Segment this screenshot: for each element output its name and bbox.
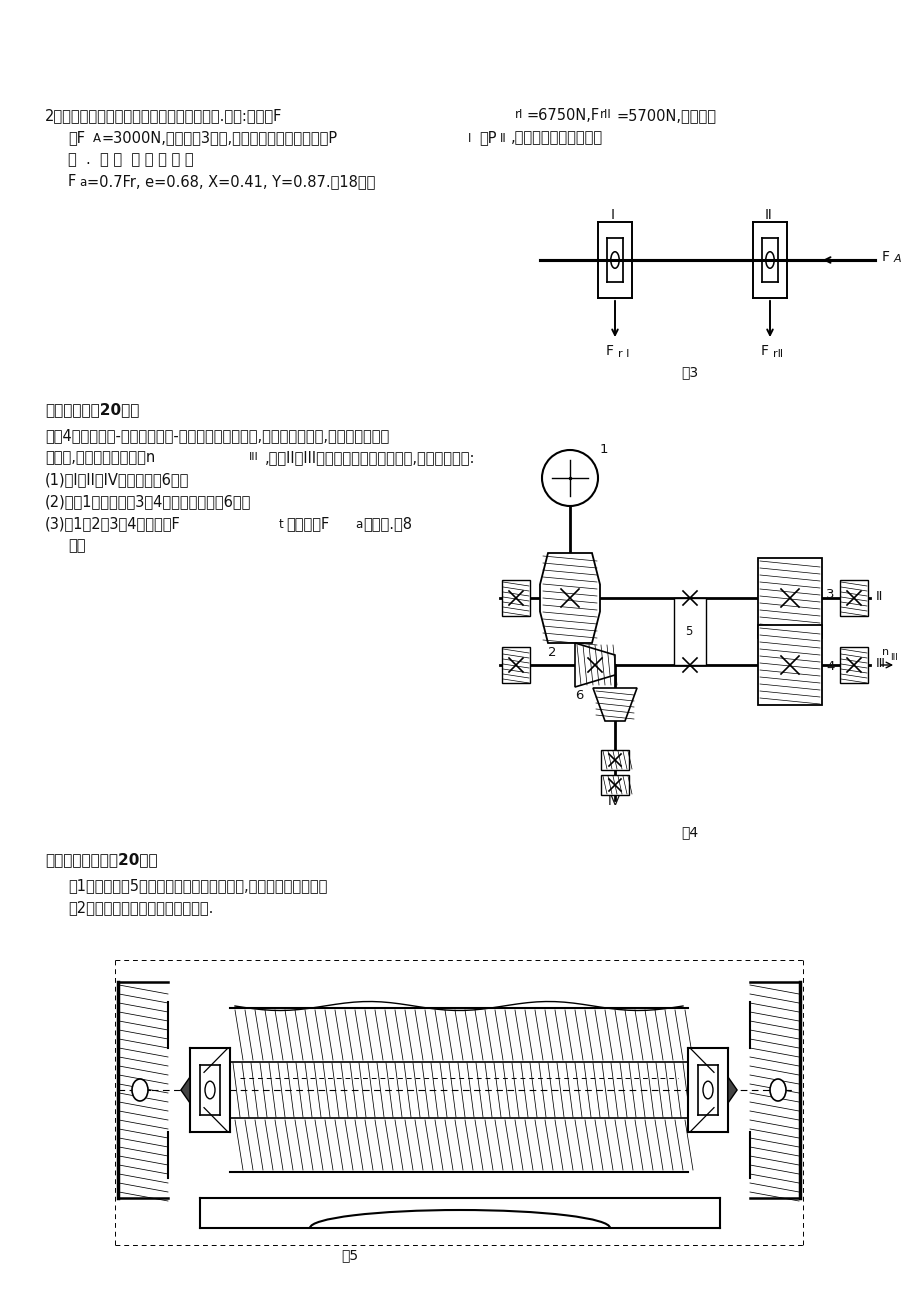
- Text: A: A: [93, 132, 101, 145]
- Text: I: I: [564, 470, 568, 480]
- Text: Ⅱ: Ⅱ: [765, 208, 771, 222]
- Text: t: t: [278, 519, 283, 532]
- Ellipse shape: [765, 251, 774, 268]
- Text: （1）试指出图5所示轴系结构设计中的错误,并用文字说明原因；: （1）试指出图5所示轴系结构设计中的错误,并用文字说明原因；: [68, 878, 327, 893]
- Text: rⅡ: rⅡ: [772, 349, 782, 360]
- Bar: [502, 648, 529, 683]
- Text: =3000N,方向如图3所示,试求两轴承的当量动载荷P: =3000N,方向如图3所示,试求两轴承的当量动载荷P: [102, 130, 338, 145]
- Text: 6: 6: [574, 689, 583, 702]
- Bar: [752, 222, 786, 298]
- Text: 图4: 图4: [681, 825, 698, 839]
- Text: 些  .  注 ：  派 生 轴 向 力: 些 . 注 ： 派 生 轴 向 力: [68, 152, 193, 167]
- Text: 力F: 力F: [68, 130, 85, 145]
- Polygon shape: [539, 552, 599, 642]
- Text: F: F: [760, 344, 768, 358]
- Text: (2)蜗杆1以及斜齿轮3、4的轮齿旋向；（6分）: (2)蜗杆1以及斜齿轮3、4的轮齿旋向；（6分）: [45, 494, 251, 509]
- Text: 4: 4: [825, 661, 834, 674]
- Text: (1)第I、II、IV轴转向；（6分）: (1)第I、II、IV轴转向；（6分）: [45, 472, 189, 487]
- Text: F: F: [881, 250, 889, 265]
- Text: 5: 5: [685, 625, 692, 638]
- Text: 1: 1: [599, 443, 607, 456]
- Text: III: III: [249, 452, 258, 463]
- Text: a: a: [79, 176, 86, 189]
- Text: a: a: [355, 519, 362, 532]
- Text: r I: r I: [618, 349, 629, 360]
- Bar: [757, 558, 821, 638]
- Bar: [839, 580, 867, 616]
- Text: 五、分析题（20分）: 五、分析题（20分）: [45, 403, 139, 417]
- Text: rI: rI: [515, 108, 523, 121]
- Bar: [757, 625, 821, 705]
- Text: 的方向.（8: 的方向.（8: [363, 516, 412, 532]
- Bar: [190, 1048, 230, 1132]
- Text: ,欲使II、III轴上的轴向力同时为最小,试在图中标出:: ,欲使II、III轴上的轴向力同时为最小,试在图中标出:: [265, 450, 475, 465]
- Text: 、轴向力F: 、轴向力F: [286, 516, 329, 532]
- Text: 2: 2: [548, 646, 556, 659]
- Ellipse shape: [702, 1081, 712, 1098]
- Polygon shape: [727, 1078, 736, 1104]
- Text: Ⅱ: Ⅱ: [499, 132, 505, 145]
- Text: F: F: [68, 175, 76, 189]
- Ellipse shape: [610, 251, 618, 268]
- Text: 六、综合分析题（20分）: 六、综合分析题（20分）: [45, 852, 157, 866]
- Text: =6750N,F: =6750N,F: [527, 108, 599, 122]
- Text: Ⅱ: Ⅱ: [875, 590, 881, 603]
- Circle shape: [541, 450, 597, 506]
- Text: 3: 3: [825, 588, 834, 601]
- Ellipse shape: [205, 1081, 215, 1098]
- Bar: [600, 775, 629, 795]
- Text: （2）将正确的结构画在轴心线下侧.: （2）将正确的结构画在轴心线下侧.: [68, 900, 213, 915]
- Text: 如图4所示为蜗杆-斜齿圆柱齿轮-直齿锥齿轮三级传动,已知蜗杆为主动,蜗轮轮齿旋向如: 如图4所示为蜗杆-斜齿圆柱齿轮-直齿锥齿轮三级传动,已知蜗杆为主动,蜗轮轮齿旋向…: [45, 427, 389, 443]
- Bar: [674, 598, 705, 665]
- Text: 、P: 、P: [479, 130, 496, 145]
- Text: n: n: [881, 648, 888, 657]
- Text: 图3: 图3: [681, 365, 698, 379]
- Bar: [597, 222, 631, 298]
- Text: =5700N,外部轴向: =5700N,外部轴向: [617, 108, 716, 122]
- Text: 分）: 分）: [68, 538, 85, 552]
- Bar: [839, 648, 867, 683]
- Ellipse shape: [131, 1079, 148, 1101]
- Text: 图所示,已知输出轴的转向n: 图所示,已知输出轴的转向n: [45, 450, 155, 465]
- Bar: [687, 1048, 727, 1132]
- Text: Ⅰ: Ⅰ: [468, 132, 471, 145]
- Bar: [600, 751, 629, 770]
- Ellipse shape: [769, 1079, 785, 1101]
- Bar: [502, 580, 529, 616]
- Text: Ⅲ: Ⅲ: [875, 657, 884, 670]
- Text: =0.7Fr, e=0.68, X=0.41, Y=0.87.（18分）: =0.7Fr, e=0.68, X=0.41, Y=0.87.（18分）: [87, 175, 375, 189]
- Text: ,并判断哪个轴承寿命短: ,并判断哪个轴承寿命短: [510, 130, 603, 145]
- Text: 2．一对角接触球轴承反安装（背对背安装）.已知:径向力F: 2．一对角接触球轴承反安装（背对背安装）.已知:径向力F: [45, 108, 282, 122]
- Polygon shape: [181, 1078, 190, 1104]
- Text: I: I: [610, 208, 614, 222]
- Text: (3)轮1、2、3、4的切向力F: (3)轮1、2、3、4的切向力F: [45, 516, 180, 532]
- Text: 图5: 图5: [341, 1248, 358, 1263]
- Text: IV: IV: [607, 795, 620, 808]
- Text: F: F: [606, 344, 613, 358]
- Text: rII: rII: [599, 108, 611, 121]
- Text: III: III: [889, 653, 897, 662]
- Polygon shape: [574, 642, 614, 687]
- Polygon shape: [593, 688, 636, 721]
- Text: A: A: [893, 254, 901, 265]
